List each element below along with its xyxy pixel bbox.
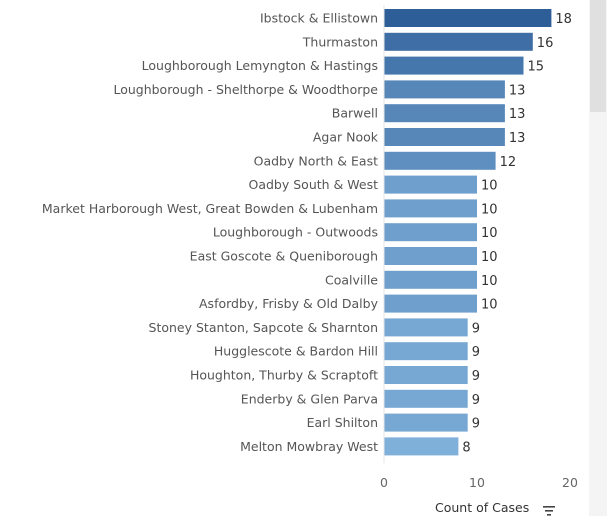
value-label: 10 (481, 179, 498, 194)
value-label: 9 (472, 369, 480, 384)
value-label: 10 (481, 274, 498, 289)
x-tick-label: 20 (562, 475, 578, 490)
bar[interactable] (384, 175, 477, 194)
x-tick-label: 0 (380, 475, 388, 490)
value-label: 13 (509, 131, 526, 146)
x-tick-label: 10 (469, 475, 485, 490)
bar[interactable] (384, 223, 477, 242)
sort-descending-icon[interactable] (542, 502, 556, 516)
bar[interactable] (384, 151, 496, 170)
value-label: 13 (509, 83, 526, 98)
value-label: 10 (481, 202, 498, 217)
bars-group (384, 9, 552, 456)
scrollbar-thumb[interactable] (590, 0, 606, 112)
value-label: 15 (528, 60, 545, 75)
bar[interactable] (384, 56, 524, 75)
category-label: Ibstock & Ellistown (260, 11, 378, 26)
category-label: Market Harborough West, Great Bowden & L… (42, 201, 378, 216)
bar[interactable] (384, 437, 459, 456)
category-label: Oadby South & West (249, 177, 379, 192)
value-label: 9 (472, 393, 480, 408)
value-label: 9 (472, 417, 480, 432)
value-label: 12 (500, 155, 517, 170)
bar[interactable] (384, 389, 468, 408)
category-label: Coalville (325, 272, 378, 287)
bar[interactable] (384, 413, 468, 432)
bar[interactable] (384, 247, 477, 265)
bar[interactable] (384, 342, 468, 361)
value-label: 10 (481, 226, 498, 241)
category-label: Stoney Stanton, Sapcote & Sharnton (149, 320, 378, 335)
category-label: Loughborough - Outwoods (213, 225, 378, 240)
bar[interactable] (384, 128, 505, 146)
value-label: 10 (481, 250, 498, 265)
category-label: Thurmaston (302, 34, 378, 49)
bar[interactable] (384, 294, 477, 313)
category-label: Loughborough Lemyngton & Hastings (142, 58, 378, 73)
value-label: 8 (462, 440, 470, 455)
category-labels: Ibstock & Ellistown Thurmaston Loughboroug… (42, 11, 379, 454)
bar[interactable] (384, 9, 552, 27)
value-label: 9 (472, 345, 480, 360)
vertical-scrollbar[interactable] (589, 0, 607, 516)
x-axis-ticks: 0 10 20 (380, 475, 578, 490)
category-label: Agar Nook (313, 130, 379, 145)
value-label: 18 (555, 12, 572, 27)
bar[interactable] (384, 104, 505, 123)
x-axis-title[interactable]: Count of Cases (435, 500, 530, 515)
category-label: Melton Mowbray West (240, 439, 378, 454)
bar[interactable] (384, 199, 477, 218)
category-label: Houghton, Thurby & Scraptoft (190, 368, 378, 383)
bar[interactable] (384, 80, 505, 99)
value-label: 16 (537, 36, 554, 51)
category-label: Earl Shilton (307, 415, 378, 430)
value-label: 13 (509, 107, 526, 122)
value-label: 10 (481, 298, 498, 313)
category-label: Barwell (332, 106, 378, 121)
category-label: East Goscote & Queniborough (190, 249, 378, 264)
bar[interactable] (384, 366, 468, 384)
category-label: Hugglescote & Bardon Hill (214, 344, 378, 359)
bar[interactable] (384, 270, 477, 289)
category-label: Loughborough - Shelthorpe & Woodthorpe (113, 82, 378, 97)
bar[interactable] (384, 318, 468, 337)
category-label: Enderby & Glen Parva (241, 391, 378, 406)
category-label: Oadby North & East (254, 153, 378, 168)
value-label: 9 (472, 321, 480, 336)
category-label: Asfordby, Frisby & Old Dalby (199, 296, 379, 311)
bar[interactable] (384, 32, 533, 51)
